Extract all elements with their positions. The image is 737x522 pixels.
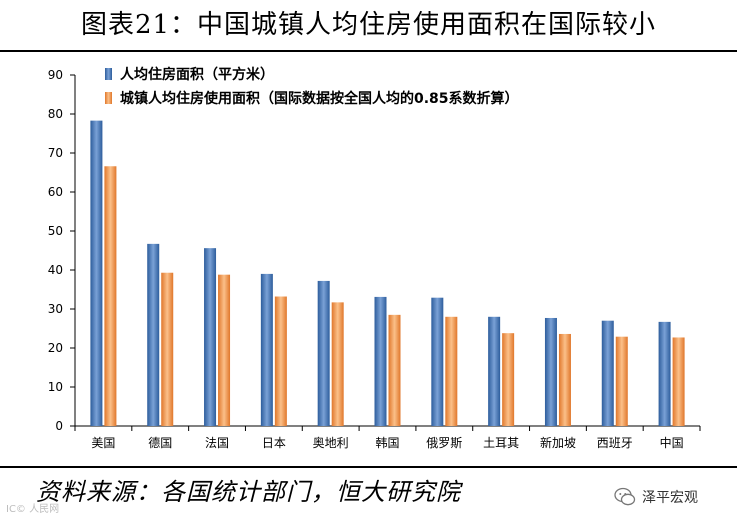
title-divider [0,50,737,52]
bar-series-1 [147,243,160,426]
bar-series-2 [161,272,174,426]
legend-swatch [105,92,112,104]
brand-badge: 泽平宏观 [614,486,700,508]
bar-series-2 [502,333,515,426]
bar-series-1 [317,280,330,426]
y-tick-label: 70 [48,146,63,160]
bar-series-2 [104,166,117,426]
bar-series-2 [218,274,231,426]
x-tick-label: 土耳其 [483,436,519,450]
y-tick-label: 20 [48,341,63,355]
legend-swatch [105,68,112,80]
bar-series-1 [374,296,387,426]
x-tick-label: 奥地利 [313,436,349,450]
source-divider [0,466,737,468]
bar-series-1 [90,120,103,426]
x-tick-label: 新加坡 [540,435,576,450]
bar-series-2 [672,337,685,426]
bar-series-1 [658,321,671,426]
chart-title: 图表21：中国城镇人均住房使用面积在国际较小 [80,10,657,40]
wechat-icon [614,487,636,506]
y-tick-label: 90 [48,68,63,82]
legend-label: 城镇人均住房使用面积（国际数据按全国人均的0.85系数折算） [120,90,519,107]
y-tick-label: 40 [48,263,63,277]
bar-series-2 [388,314,401,426]
bar-series-1 [260,273,273,426]
legend-label: 人均住房面积（平方米） [120,66,274,83]
bar-series-2 [615,336,628,426]
y-tick-label: 30 [48,302,63,316]
y-tick-label: 0 [55,419,63,433]
y-tick-label: 80 [48,107,63,121]
bar-series-2 [445,316,458,426]
x-tick-label: 日本 [262,436,286,450]
x-tick-label: 法国 [205,436,229,450]
bar-series-2 [331,302,344,426]
bar-chart: 0 10 20 30 40 50 60 70 80 90 美国 德国 法国 日本 奥地利 韩国 俄罗斯 土耳其 新加… [48,66,701,450]
bar-series-1 [488,316,501,426]
bar-series-1 [544,317,557,426]
x-tick-label: 美国 [91,436,115,450]
bar-series-1 [204,248,217,426]
source-note: 资料来源：各国统计部门，恒大研究院 [36,478,461,506]
x-tick-label: 俄罗斯 [426,436,462,450]
x-tick-label: 德国 [148,435,172,450]
x-tick-label: 西班牙 [597,436,633,450]
bar-series-2 [274,296,287,426]
bar-series-1 [601,320,614,426]
y-tick-label: 50 [48,224,63,238]
bar-series-2 [558,333,571,426]
bar-series-1 [431,297,444,426]
y-tick-label: 10 [48,380,63,394]
y-tick-label: 60 [48,185,63,199]
x-tick-label: 中国 [660,435,684,450]
brand-name: 泽平宏观 [640,487,700,507]
watermark-text: IC© 人民网 [6,504,60,515]
x-tick-label: 韩国 [375,435,399,450]
